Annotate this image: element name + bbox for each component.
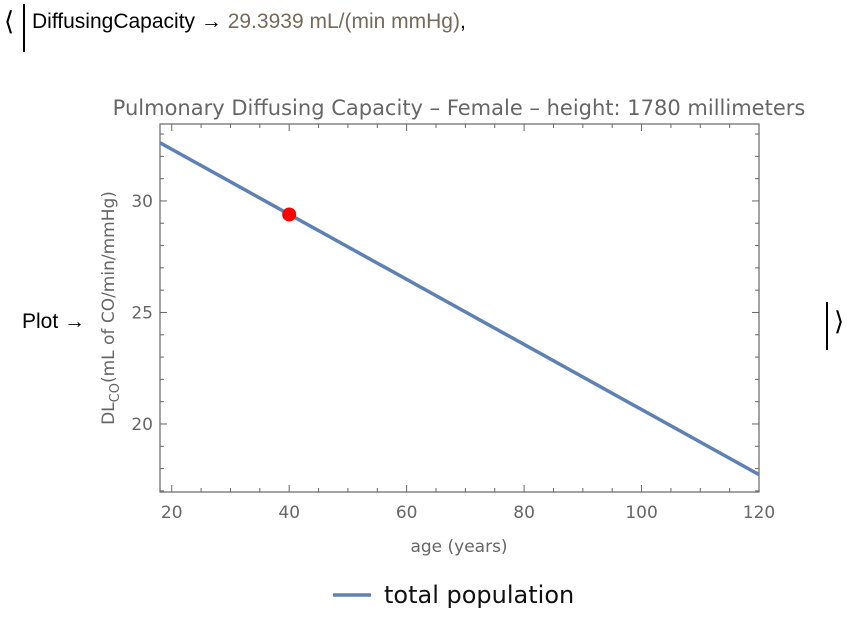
x-tick-label: 120: [743, 503, 775, 523]
association-bar-right: [826, 302, 828, 350]
association-close-bracket: ⟩: [834, 306, 845, 336]
x-tick-label: 40: [278, 503, 300, 523]
entry-separator: ,: [459, 10, 466, 33]
x-tick-label: 80: [513, 503, 535, 523]
association-open-bracket: ⟨: [4, 6, 15, 36]
y-axis-label-main: DL: [99, 402, 119, 425]
y-axis-label: DLCO(mL of CO/min/mmHg): [99, 191, 123, 425]
y-axis-label-sub: CO: [108, 383, 123, 402]
axis-ticks: [160, 124, 760, 492]
chart-title: Pulmonary Diffusing Capacity – Female – …: [113, 96, 806, 120]
plot-key-label: Plot: [22, 310, 59, 333]
rule-arrow-icon: →: [200, 10, 222, 33]
diffusing-capacity-value: 29.3939 mL/(min mmHg): [227, 10, 460, 33]
series-line-total-population: [160, 141, 759, 477]
x-tick-label: 20: [161, 503, 183, 523]
y-tick-label: 30: [131, 192, 153, 212]
legend: total population: [333, 581, 574, 609]
y-tick-label: 25: [131, 303, 153, 323]
plot-key: Plot →: [22, 310, 85, 334]
plot-area: [160, 141, 759, 477]
plot-rule-arrow-icon: →: [64, 310, 86, 333]
axis-tick-labels: 20 40 60 80 100 120 20 25 30: [131, 192, 775, 523]
output-row: ⟨ DiffusingCapacity → 29.3939 mL/(min mm…: [0, 0, 852, 56]
diffusing-capacity-entry: DiffusingCapacity → 29.3939 mL/(min mmHg…: [32, 10, 466, 34]
x-tick-label: 100: [625, 503, 657, 523]
legend-label-total-population: total population: [384, 581, 574, 609]
highlight-point: [282, 207, 297, 222]
plot-frame: [159, 123, 760, 493]
x-axis-label: age (years): [410, 537, 507, 557]
association-bar-left: [23, 4, 25, 52]
y-axis-label-rest: (mL of CO/min/mmHg): [99, 191, 119, 383]
diffusing-capacity-key: DiffusingCapacity: [32, 10, 196, 33]
x-tick-label: 60: [396, 503, 418, 523]
y-tick-label: 20: [131, 415, 153, 435]
